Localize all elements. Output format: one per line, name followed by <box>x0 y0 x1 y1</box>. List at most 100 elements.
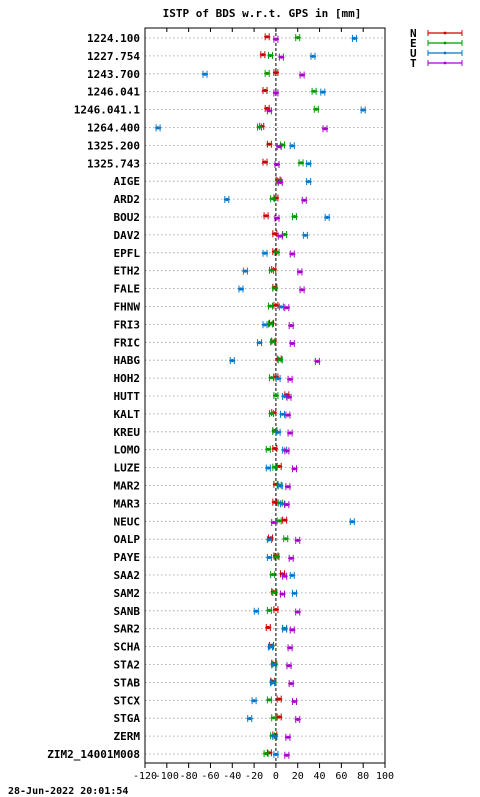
mark-n <box>281 516 288 524</box>
station-label: FALE <box>114 283 141 296</box>
mark-e <box>269 571 276 579</box>
mark-dot <box>271 573 275 577</box>
mark-dot <box>280 502 285 506</box>
station-label: 1224.100 <box>87 32 140 45</box>
mark-u <box>291 589 298 597</box>
legend-label: T <box>410 57 417 70</box>
station-label: 1325.743 <box>87 157 140 170</box>
mark-t <box>289 340 296 347</box>
mark-u <box>251 697 258 705</box>
mark-t <box>288 680 295 688</box>
mark-t <box>296 268 303 276</box>
mark-dot <box>289 556 293 560</box>
mark-dot <box>290 144 294 148</box>
mark-dot <box>271 197 275 201</box>
mark-dot <box>266 625 270 630</box>
mark-dot <box>277 145 281 149</box>
mark-t <box>266 107 273 115</box>
mark-t <box>299 286 306 294</box>
mark-dot <box>273 734 277 739</box>
mark-t <box>276 143 283 151</box>
mark-e <box>291 213 298 221</box>
mark-t <box>277 232 284 240</box>
station-label: 1246.041.1 <box>74 104 141 117</box>
mark-e <box>267 302 274 310</box>
mark-e <box>271 463 278 471</box>
mark-u <box>310 52 316 60</box>
mark-n <box>272 69 279 77</box>
mark-n <box>276 713 283 721</box>
mark-dot <box>283 574 287 578</box>
mark-u <box>271 733 278 740</box>
mark-dot <box>257 125 262 129</box>
mark-n <box>276 695 283 703</box>
mark-u <box>275 428 282 436</box>
mark-dot <box>277 464 281 468</box>
mark-e <box>268 374 275 382</box>
station-label: OALP <box>114 533 141 546</box>
station-label: 1246.041 <box>87 86 140 99</box>
mark-n <box>264 33 271 41</box>
mark-n <box>262 158 268 166</box>
mark-dot <box>267 608 271 613</box>
mark-dot <box>275 162 279 167</box>
mark-dot <box>203 72 207 76</box>
mark-t <box>284 483 291 491</box>
x-tick-label: 0 <box>273 771 279 782</box>
mark-dot <box>276 376 280 381</box>
plot-frame <box>144 27 386 764</box>
mark-t <box>299 71 306 79</box>
mark-e <box>267 52 274 59</box>
mark-e <box>268 266 275 274</box>
station-label: 1325.200 <box>87 139 140 152</box>
x-tick-label: -40 <box>223 771 241 782</box>
mark-dot <box>302 198 306 202</box>
mark-t <box>283 447 290 455</box>
mark-e <box>265 445 272 453</box>
mark-dot <box>254 609 258 613</box>
mark-dot <box>273 286 277 290</box>
mark-u <box>277 482 284 490</box>
mark-dot <box>290 628 294 632</box>
mark-e <box>272 392 279 400</box>
station-label: NEUC <box>114 515 141 528</box>
mark-dot <box>267 698 271 702</box>
mark-dot <box>269 411 274 416</box>
mark-u <box>266 536 273 544</box>
mark-e <box>256 123 263 131</box>
x-tick-label: 60 <box>335 771 347 782</box>
mark-dot <box>274 608 278 612</box>
mark-u <box>272 750 279 758</box>
mark-dot <box>261 53 265 57</box>
x-tick-label: -120 <box>133 771 157 782</box>
mark-t <box>291 465 298 473</box>
station-label: FRI3 <box>114 318 141 331</box>
mark-dot <box>271 681 275 685</box>
mark-e <box>271 284 278 292</box>
mark-dot <box>243 269 247 273</box>
mark-dot <box>296 36 300 40</box>
mark-u <box>202 70 208 78</box>
mark-dot <box>315 359 319 363</box>
mark-dot <box>268 322 273 326</box>
mark-u <box>270 661 277 669</box>
mark-dot <box>296 717 300 722</box>
mark-n <box>272 606 279 614</box>
mark-t <box>291 698 298 705</box>
mark-t <box>278 53 285 61</box>
mark-dot <box>278 484 282 488</box>
mark-dot <box>225 197 229 202</box>
station-label: MAR3 <box>114 497 141 510</box>
mark-dot <box>283 627 287 631</box>
mark-dot <box>274 71 278 75</box>
mark-u <box>319 88 326 96</box>
mark-dot <box>269 376 274 380</box>
mark-e <box>298 159 304 167</box>
mark-dot <box>273 590 277 595</box>
mark-dot <box>271 340 275 344</box>
mark-t <box>284 733 291 741</box>
mark-dot <box>307 180 311 184</box>
mark-t <box>322 125 328 133</box>
mark-dot <box>278 234 282 238</box>
station-label: 1227.754 <box>87 50 140 63</box>
